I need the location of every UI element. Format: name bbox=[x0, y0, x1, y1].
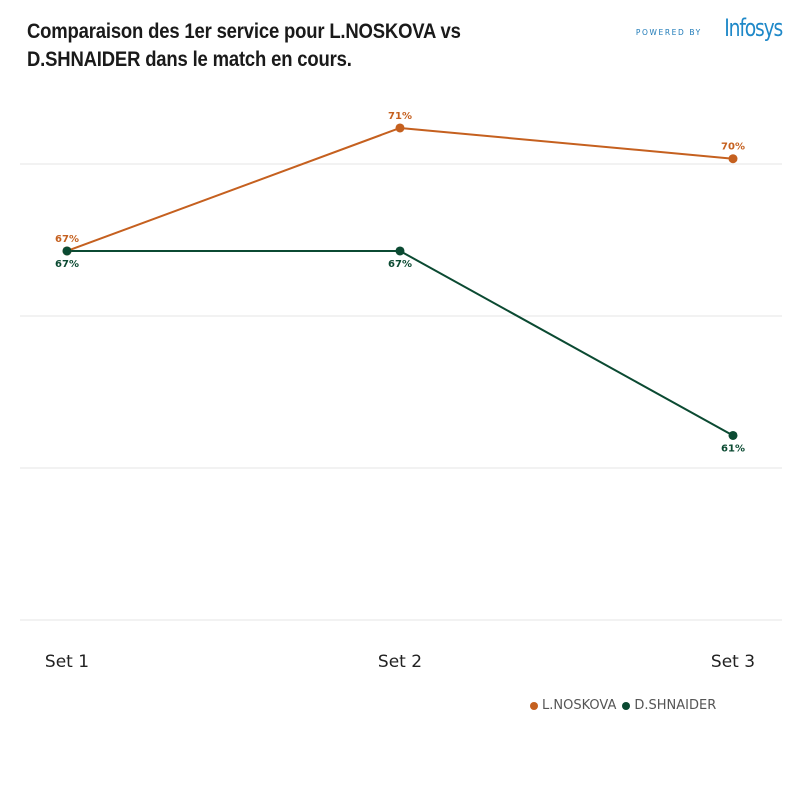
x-tick-label: Set 2 bbox=[378, 652, 422, 672]
series-line-noskova bbox=[66, 126, 734, 252]
x-tick-label: Set 3 bbox=[711, 652, 755, 672]
infosys-logo: Infosys bbox=[724, 14, 783, 42]
chart-title: Comparaison des 1er service pour L.NOSKO… bbox=[27, 20, 461, 71]
series-lines bbox=[66, 126, 734, 437]
legend: L.NOSKOVA D.SHNAIDER bbox=[530, 698, 722, 713]
brand-logo: POWERED BY Infosys bbox=[635, 14, 783, 42]
data-label: 67% bbox=[55, 234, 79, 245]
data-label: 61% bbox=[721, 443, 745, 454]
data-point[interactable] bbox=[395, 123, 405, 133]
legend-dot-noskova bbox=[530, 701, 538, 710]
x-tick-label: Set 1 bbox=[45, 652, 89, 672]
legend-dot-shnaider bbox=[622, 701, 631, 710]
data-point[interactable] bbox=[728, 154, 738, 164]
data-label: 71% bbox=[388, 111, 412, 122]
data-point[interactable] bbox=[395, 246, 405, 256]
data-label: 70% bbox=[721, 142, 745, 153]
x-axis-labels: Set 1 Set 2 Set 3 bbox=[45, 652, 755, 672]
grid-lines bbox=[20, 163, 782, 621]
data-labels: 67% 71% 70% 67% 67% 61% bbox=[55, 111, 745, 455]
data-point[interactable] bbox=[728, 430, 738, 440]
data-label: 67% bbox=[55, 259, 79, 270]
legend-item-shnaider[interactable]: D.SHNAIDER bbox=[622, 698, 716, 713]
series-points bbox=[62, 123, 738, 440]
legend-item-noskova[interactable]: L.NOSKOVA bbox=[530, 698, 616, 713]
series-line-shnaider bbox=[67, 249, 734, 437]
data-label: 67% bbox=[388, 259, 412, 270]
legend-label-shnaider: D.SHNAIDER bbox=[634, 698, 717, 713]
powered-by-label: POWERED BY bbox=[635, 28, 702, 37]
legend-label-noskova: L.NOSKOVA bbox=[542, 698, 617, 713]
data-point[interactable] bbox=[62, 246, 72, 256]
